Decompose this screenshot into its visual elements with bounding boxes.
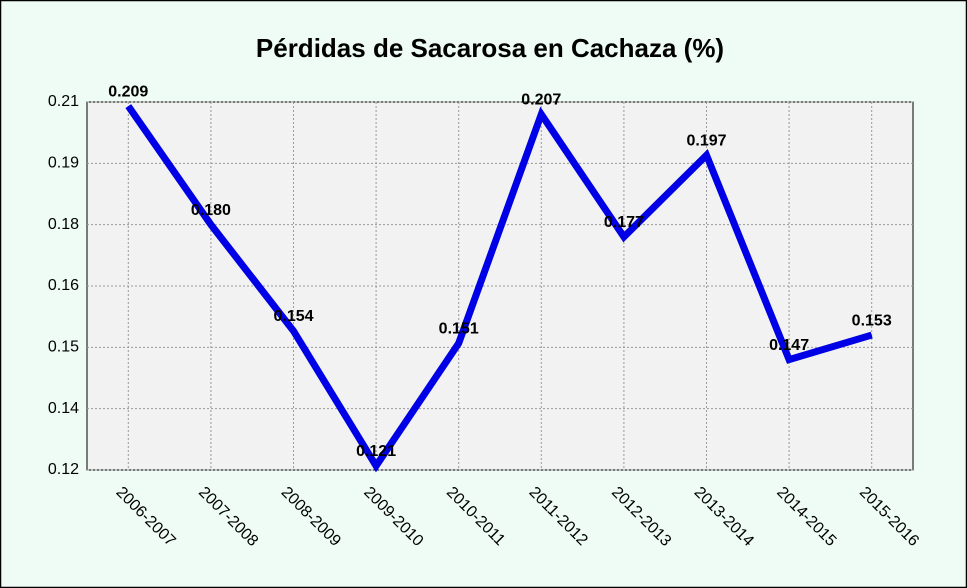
y-tick-label: 0.18	[48, 216, 79, 233]
data-label: 0.177	[604, 214, 644, 231]
data-label: 0.153	[852, 312, 892, 329]
data-label: 0.147	[769, 337, 809, 354]
y-tick-label: 0.19	[48, 155, 79, 172]
y-tick-label: 0.14	[48, 400, 79, 417]
y-tick-label: 0.15	[48, 339, 79, 356]
y-tick-label: 0.21	[48, 93, 79, 110]
data-label: 0.154	[273, 308, 313, 325]
line-series	[125, 104, 873, 473]
y-tick-label: 0.16	[48, 277, 79, 294]
data-label: 0.151	[439, 320, 479, 337]
chart-title: Pérdidas de Sacarosa en Cachaza (%)	[256, 33, 724, 63]
y-tick-label: 0.12	[48, 461, 79, 478]
data-label: 0.197	[686, 132, 726, 149]
data-label: 0.209	[108, 83, 148, 100]
data-label: 0.207	[521, 91, 561, 108]
data-label: 0.121	[356, 443, 396, 460]
data-label: 0.180	[191, 202, 231, 219]
